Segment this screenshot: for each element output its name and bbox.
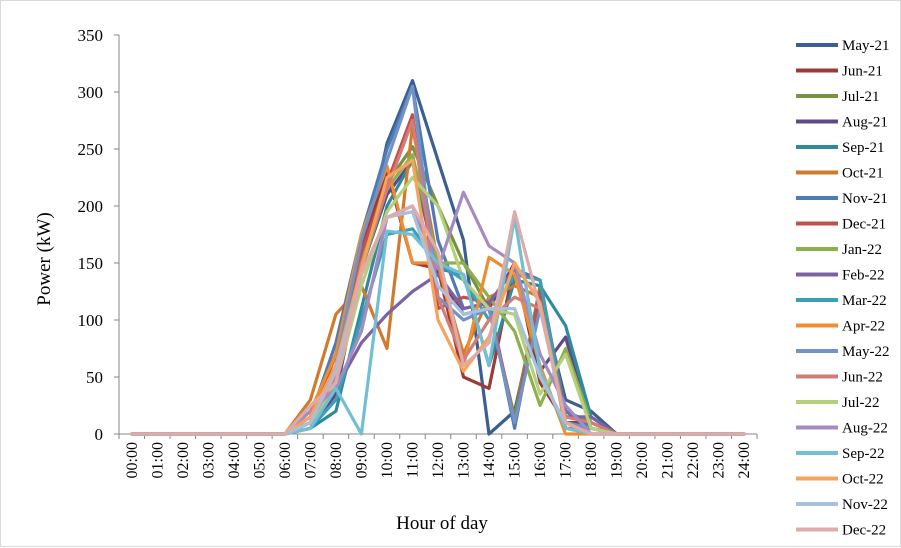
y-tick-label: 200 <box>78 197 104 216</box>
legend-label: Sep-21 <box>842 140 885 156</box>
legend-label: Dec-21 <box>842 217 886 233</box>
legend-label: Jun-21 <box>842 64 883 80</box>
legend-label: Apr-22 <box>842 319 885 335</box>
y-tick-label: 300 <box>78 83 104 102</box>
legend-label: May-22 <box>842 344 890 360</box>
legend-label: Jan-22 <box>842 242 882 258</box>
x-tick-label: 20:00 <box>634 442 651 478</box>
y-ticks: 0 50 100 150 200 250 300 350 <box>78 26 119 444</box>
x-tick-label: 03:00 <box>200 442 217 478</box>
y-tick-label: 100 <box>78 311 104 330</box>
x-tick-label: 05:00 <box>251 442 268 478</box>
x-tick-label: 24:00 <box>736 442 753 478</box>
x-tick-label: 01:00 <box>149 442 166 478</box>
x-tick-label: 11:00 <box>404 442 421 478</box>
x-tick-label: 22:00 <box>685 442 702 478</box>
x-tick-label: 00:00 <box>124 442 141 478</box>
y-tick-label: 0 <box>95 425 104 444</box>
x-axis-title: Hour of day <box>396 513 488 534</box>
x-ticks: 00:00 01:00 02:00 03:00 04:00 05:00 06:00 07:00… <box>118 434 758 478</box>
x-tick-label: 23:00 <box>711 442 728 478</box>
legend-label: Mar-22 <box>842 293 887 309</box>
x-tick-label: 02:00 <box>175 442 192 478</box>
x-tick-label: 13:00 <box>456 442 473 478</box>
series-line-dec-22 <box>130 204 746 436</box>
x-tick-label: 09:00 <box>353 442 370 478</box>
legend-label: Dec-22 <box>842 523 886 539</box>
x-tick-label: 12:00 <box>430 442 447 478</box>
x-tick-label: 16:00 <box>532 442 549 478</box>
legend-label: Oct-21 <box>842 166 884 182</box>
x-tick-label: 19:00 <box>609 442 626 478</box>
x-tick-label: 18:00 <box>583 442 600 478</box>
legend-label: Jul-21 <box>842 89 880 105</box>
legend-label: Nov-22 <box>842 497 888 513</box>
y-tick-label: 50 <box>86 368 103 387</box>
series-line-oct-21 <box>130 124 746 436</box>
legend-label: Sep-22 <box>842 446 885 462</box>
legend-label: Aug-21 <box>842 115 888 131</box>
legend: May-21 Jun-21 Jul-21 Aug-21 Sep-21 Oct-21 Nov-… <box>796 38 890 539</box>
legend-label: Jun-22 <box>842 370 883 386</box>
y-tick-label: 250 <box>78 140 104 159</box>
x-tick-label: 21:00 <box>660 442 677 478</box>
series-lines <box>130 78 746 436</box>
x-tick-label: 08:00 <box>328 442 345 478</box>
legend-label: Feb-22 <box>842 268 885 284</box>
legend-label: Jul-22 <box>842 395 880 411</box>
legend-label: Oct-22 <box>842 472 884 488</box>
x-tick-label: 04:00 <box>226 442 243 478</box>
legend-label: May-21 <box>842 38 890 54</box>
x-tick-label: 17:00 <box>558 442 575 478</box>
y-tick-label: 350 <box>78 26 104 45</box>
legend-label: Aug-22 <box>842 421 888 437</box>
y-tick-label: 150 <box>78 254 104 273</box>
y-axis-title: Power (kW) <box>34 212 55 305</box>
x-tick-label: 06:00 <box>277 442 294 478</box>
x-tick-label: 15:00 <box>507 442 524 478</box>
x-tick-label: 10:00 <box>379 442 396 478</box>
plot-area: 0 50 100 150 200 250 300 350 00:00 01:00 02:00 03:… <box>78 26 758 478</box>
x-tick-label: 14:00 <box>481 442 498 478</box>
x-tick-label: 07:00 <box>302 442 319 478</box>
legend-label: Nov-21 <box>842 191 888 207</box>
